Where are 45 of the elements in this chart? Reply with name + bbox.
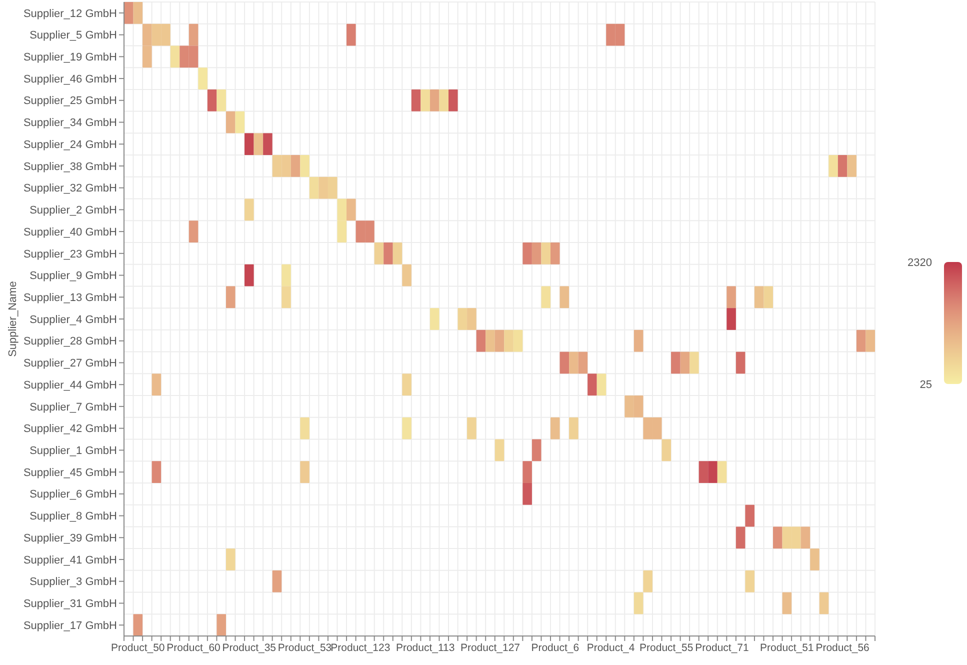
x-tick-label: Product_56 [816, 642, 870, 654]
x-tick-label: Product_127 [460, 642, 520, 654]
y-tick-label: Supplier_2 GmbH [30, 204, 118, 217]
y-tick-label: Supplier_27 GmbH [23, 358, 118, 370]
y-tick-label: Supplier_32 GmbH [23, 182, 118, 195]
y-tick-label: Supplier_25 GmbH [23, 95, 118, 108]
y-tick-label: Supplier_40 GmbH [23, 226, 118, 238]
y-tick-label: Supplier_45 GmbH [23, 466, 118, 479]
y-tick-label: Supplier_5 GmbH [30, 30, 118, 42]
y-tick-label: Supplier_1 GmbH [30, 445, 118, 458]
y-tick-label: Supplier_3 GmbH [30, 576, 118, 588]
y-tick-label: Supplier_39 GmbH [23, 532, 118, 544]
y-tick-label: Supplier_31 GmbH [23, 598, 118, 610]
x-tick-label: Product_51 [760, 642, 814, 654]
x-tick-label: Product_6 [531, 642, 580, 654]
color-bar-label: 2320 [908, 256, 932, 269]
y-tick-label: Supplier_42 GmbH [23, 423, 118, 436]
x-tick-label: Product_50 [111, 642, 165, 654]
y-tick-label: Supplier_7 GmbH [30, 401, 118, 414]
y-tick-label: Supplier_6 GmbH [30, 488, 118, 501]
y-tick-label: Supplier_34 GmbH [23, 117, 118, 130]
y-tick-label: Supplier_9 GmbH [30, 270, 118, 282]
y-tick-label: Supplier_44 GmbH [23, 379, 118, 392]
y-tick-label: Supplier_17 GmbH [23, 620, 118, 632]
y-tick-label: Supplier_41 GmbH [23, 554, 118, 566]
x-tick-label: Product_35 [222, 642, 276, 654]
x-tick-label: Product_55 [640, 642, 694, 654]
y-tick-label: Supplier_8 GmbH [30, 510, 118, 523]
x-tick-label: Product_113 [396, 642, 455, 654]
y-tick-label: Supplier_4 GmbH [30, 314, 118, 326]
y-tick-label: Supplier_12 GmbH [23, 8, 118, 20]
y-axis-title: Supplier_Name [6, 281, 19, 357]
y-tick-label: Supplier_24 GmbH [23, 138, 118, 151]
x-tick-label: Product_123 [330, 642, 390, 654]
color-bar-label: 25 [920, 378, 932, 391]
y-tick-label: Supplier_23 GmbH [23, 248, 118, 260]
x-tick-label: Product_53 [278, 642, 332, 654]
x-tick-label: Product_71 [695, 642, 750, 654]
x-tick-label: Product_60 [166, 642, 221, 654]
y-tick-label: Supplier_19 GmbH [23, 52, 118, 64]
y-tick-label: Supplier_38 GmbH [23, 160, 118, 173]
y-tick-label: Supplier_46 GmbH [23, 73, 118, 86]
y-tick-label: Supplier_28 GmbH [23, 336, 118, 348]
x-tick-label: Product_4 [586, 642, 635, 654]
y-tick-label: Supplier_13 GmbH [23, 292, 118, 304]
